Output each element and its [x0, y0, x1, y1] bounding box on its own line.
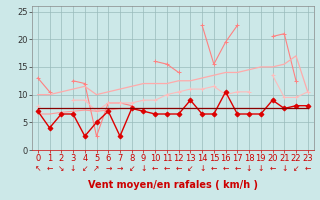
Text: ↓: ↓: [199, 164, 205, 173]
Text: ←: ←: [46, 164, 53, 173]
Text: ←: ←: [164, 164, 170, 173]
Text: ←: ←: [269, 164, 276, 173]
Text: ↘: ↘: [58, 164, 65, 173]
Text: ↙: ↙: [293, 164, 299, 173]
Text: ←: ←: [222, 164, 229, 173]
Text: ↖: ↖: [35, 164, 41, 173]
Text: ↙: ↙: [187, 164, 194, 173]
Text: ↓: ↓: [70, 164, 76, 173]
Text: ←: ←: [152, 164, 158, 173]
Text: ↙: ↙: [129, 164, 135, 173]
Text: ←: ←: [211, 164, 217, 173]
Text: ←: ←: [175, 164, 182, 173]
Text: ←: ←: [305, 164, 311, 173]
Text: ↗: ↗: [93, 164, 100, 173]
Text: ↓: ↓: [258, 164, 264, 173]
Text: ↙: ↙: [82, 164, 88, 173]
Text: ↓: ↓: [281, 164, 287, 173]
X-axis label: Vent moyen/en rafales ( km/h ): Vent moyen/en rafales ( km/h ): [88, 180, 258, 190]
Text: ↓: ↓: [246, 164, 252, 173]
Text: ↓: ↓: [140, 164, 147, 173]
Text: →: →: [117, 164, 123, 173]
Text: ←: ←: [234, 164, 241, 173]
Text: →: →: [105, 164, 111, 173]
